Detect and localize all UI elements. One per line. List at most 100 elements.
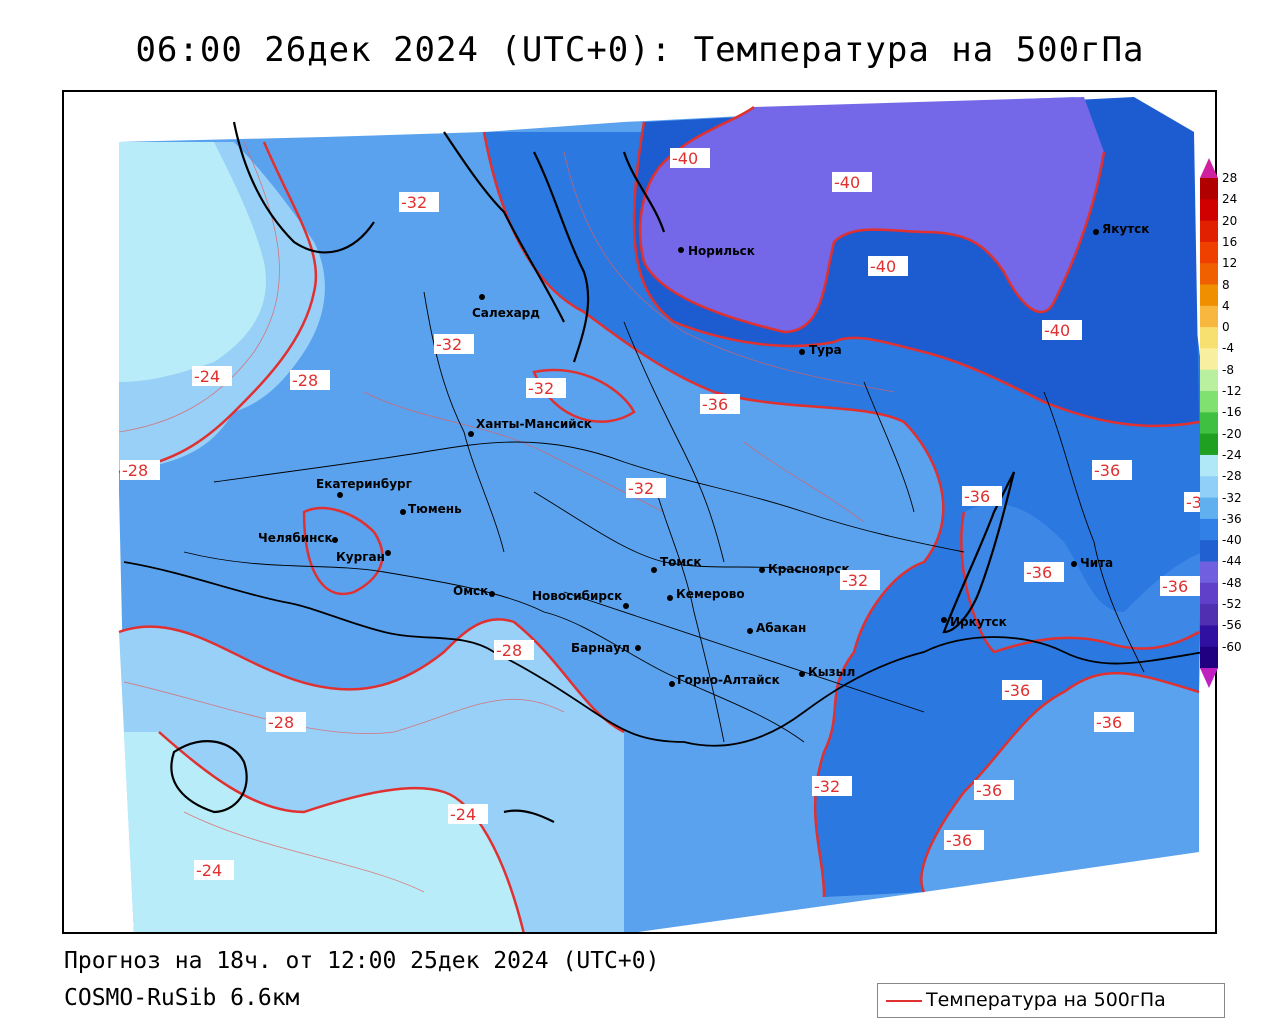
isotherm-label: -28 (496, 641, 522, 660)
colorbar-tick-label: -32 (1222, 490, 1242, 505)
isotherm-label: -40 (672, 149, 698, 168)
zone-minus-32-east (961, 503, 1204, 652)
city-dot (635, 645, 641, 651)
isotherm-label: -36 (964, 487, 990, 506)
colorbar-cell (1200, 327, 1218, 349)
colorbar (1200, 158, 1218, 688)
colorbar-tick-label: 4 (1222, 298, 1230, 313)
city-dot (799, 349, 805, 355)
city-dot (759, 567, 765, 573)
city-dot (385, 550, 391, 556)
colorbar-cell (1200, 241, 1218, 264)
city-dot (479, 294, 485, 300)
city-dot (489, 591, 495, 597)
colorbar-tick-label: 24 (1222, 192, 1238, 207)
legend-line-swatch (886, 1000, 922, 1002)
isotherms (118, 105, 1200, 932)
city-dot (337, 492, 343, 498)
colorbar-cell (1200, 220, 1218, 243)
colorbar-cell (1200, 518, 1218, 541)
city-label-khanty-mansiysk: Ханты-Мансийск (476, 417, 592, 431)
colorbar-bottom-arrow (1200, 668, 1218, 688)
city-label-irkutsk: Иркутск (950, 615, 1007, 629)
city-markers: Норильск Якутск Салехард Тура Ханты-Манс… (258, 222, 1149, 687)
city-label-gorno-altaysk: Горно-Алтайск (677, 673, 780, 687)
colorbar-cell (1200, 412, 1218, 435)
colorbar-tick-label: -36 (1222, 511, 1242, 526)
city-dot (678, 247, 684, 253)
isotherm-label: -40 (1044, 321, 1070, 340)
isotherm-label: -28 (122, 461, 148, 480)
colorbar-tick-label: -52 (1222, 597, 1242, 612)
colorbar-labels: 28 24 20 16 12 8 4 0 -4 -8 -12 -16 -20 -24 -28 -32 -36 -4… (1222, 158, 1280, 688)
colorbar-cell (1200, 454, 1218, 477)
colorbar-cell (1200, 305, 1218, 328)
city-label-chita: Чита (1080, 556, 1113, 570)
city-dot (1093, 229, 1099, 235)
isotherm-labels: -40 -40 -40 -40 -32 -32 -32 -24 -28 -28 … (120, 148, 1215, 880)
colorbar-tick-label: -28 (1222, 469, 1242, 484)
colorbar-cell (1200, 582, 1218, 605)
legend: Температура на 500гПа (877, 983, 1225, 1018)
colorbar-cell (1200, 561, 1218, 584)
colorbar-tick-label: 16 (1222, 234, 1238, 249)
legend-label: Температура на 500гПа (926, 989, 1166, 1011)
model-info: COSMO-RuSib 6.6км (64, 985, 300, 1011)
colorbar-cell (1200, 263, 1218, 286)
city-dot (400, 509, 406, 515)
city-label-salekhard: Салехард (472, 306, 540, 320)
isotherm-label: -36 (1094, 461, 1120, 480)
isotherm-label: -36 (1162, 577, 1188, 596)
colorbar-tick-label: 8 (1222, 277, 1230, 292)
minor-isotherms (118, 141, 895, 893)
city-label-tyumen: Тюмень (408, 502, 462, 516)
colorbar-cell (1200, 497, 1218, 520)
city-dot (332, 537, 338, 543)
colorbar-cell (1200, 646, 1218, 669)
colorbar-tick-label: -48 (1222, 575, 1242, 590)
zone-minus-44 (640, 97, 1104, 332)
isotherm-label: -32 (842, 571, 868, 590)
colorbar-cell (1200, 348, 1218, 371)
city-dot (651, 567, 657, 573)
city-label-krasnoyarsk: Красноярск (768, 562, 850, 576)
colorbar-tick-label: -12 (1222, 384, 1242, 399)
city-dot (667, 595, 673, 601)
colorbar-cell (1200, 476, 1218, 499)
city-label-kemerovo: Кемерово (676, 587, 745, 601)
isotherm-label: -28 (268, 713, 294, 732)
isotherm-label: -36 (1004, 681, 1030, 700)
colorbar-cell (1200, 199, 1218, 222)
city-dot (468, 431, 474, 437)
colorbar-cell (1200, 391, 1218, 413)
colorbar-tick-label: 28 (1222, 171, 1238, 185)
colorbar-cell (1200, 625, 1218, 648)
isotherm-label: -24 (450, 805, 476, 824)
colorbar-tick-label: -16 (1222, 405, 1242, 420)
colorbar-tick-label: 12 (1222, 256, 1238, 271)
isotherm-label: -36 (946, 831, 972, 850)
colorbar-cell (1200, 433, 1218, 456)
isotherm-label: -40 (834, 173, 860, 192)
isotherm-label: -36 (702, 395, 728, 414)
colorbar-tick-label: -40 (1222, 533, 1242, 548)
colorbar-tick-label: -8 (1222, 362, 1234, 377)
city-dot (1071, 561, 1077, 567)
isotherm-label: -32 (528, 379, 554, 398)
isotherm-label: -24 (194, 367, 220, 386)
colorbar-cell (1200, 604, 1218, 626)
colorbar-tick-label: 0 (1222, 320, 1230, 335)
zone-minus-24-south (124, 732, 524, 932)
city-label-yakutsk: Якутск (1102, 222, 1149, 236)
city-dot (799, 671, 805, 677)
city-label-barnaul: Барнаул (571, 641, 630, 655)
colorbar-tick-label: -60 (1222, 639, 1242, 654)
city-dot (941, 617, 947, 623)
city-label-kurgan: Курган (336, 550, 385, 564)
colorbar-tick-label: -56 (1222, 618, 1242, 633)
country-borders (123, 561, 1205, 747)
colorbar-tick-label: 20 (1222, 213, 1238, 228)
city-label-tura: Тура (809, 343, 842, 357)
admin-borders (183, 291, 1145, 743)
colorbar-top-arrow (1200, 158, 1218, 178)
